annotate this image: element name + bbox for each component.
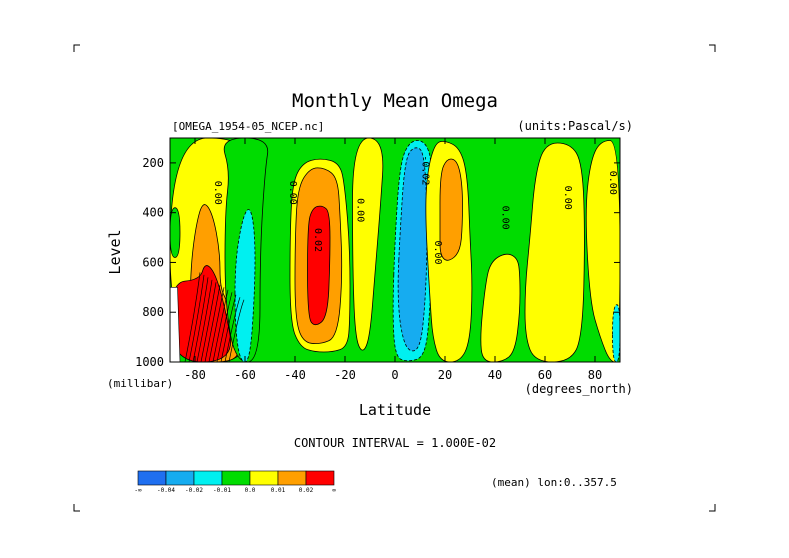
crop-mark-top-right bbox=[709, 44, 716, 52]
x-tick-label-8: 80 bbox=[588, 368, 602, 382]
x-tick-label-1: -60 bbox=[234, 368, 256, 382]
color-legend-swatch-7 bbox=[305, 470, 335, 486]
dense-contour-11 bbox=[224, 297, 241, 362]
plot-area bbox=[170, 138, 620, 362]
color-legend-swatch-6 bbox=[277, 470, 307, 486]
crop-mark-top-left bbox=[73, 44, 80, 52]
contour-interval-note: CONTOUR INTERVAL = 1.000E-02 bbox=[294, 436, 496, 450]
contour-region-9 bbox=[307, 205, 331, 326]
contour-label-1: 0.00 bbox=[212, 181, 223, 205]
dense-contour-6 bbox=[204, 284, 221, 362]
contour-labels: 0.00 0.00 0.00 0.02 -0.02 0.00 0.00 0.00 0.00 bbox=[212, 155, 618, 264]
x-axis-ticks: -80 -60 -40 -20 0 20 40 60 80 bbox=[184, 138, 602, 382]
contour-label-8: 0.00 bbox=[562, 186, 573, 210]
color-legend-swatch-4 bbox=[221, 470, 251, 486]
color-legend-swatch-1 bbox=[137, 470, 167, 486]
color-legend-label-5: 0.0 bbox=[245, 487, 256, 494]
color-legend: -∞ -0.04 -0.02 -0.01 0.0 0.01 0.02 ∞ bbox=[134, 470, 336, 494]
contour-region-2 bbox=[170, 207, 181, 258]
contour-label-3: 0.00 bbox=[355, 198, 366, 222]
y-axis-label: Level bbox=[106, 229, 124, 274]
color-legend-swatch-5 bbox=[249, 470, 279, 486]
y-tick-label-4: 1000 bbox=[135, 355, 164, 369]
color-legend-swatch-2 bbox=[165, 470, 195, 486]
dense-contour-9 bbox=[216, 292, 233, 362]
y-tick-label-3: 800 bbox=[142, 305, 164, 319]
contour-label-9: 0.00 bbox=[607, 171, 618, 195]
crop-mark-bottom-left bbox=[73, 504, 80, 512]
x-tick-label-7: 60 bbox=[538, 368, 552, 382]
x-tick-label-3: -20 bbox=[334, 368, 356, 382]
x-axis-unit: (degrees_north) bbox=[525, 382, 633, 396]
x-tick-label-5: 20 bbox=[438, 368, 452, 382]
x-tick-label-6: 40 bbox=[488, 368, 502, 382]
chart-title: Monthly Mean Omega bbox=[292, 90, 498, 112]
dense-contour-12 bbox=[228, 299, 245, 362]
contour-label-6: 0.00 bbox=[432, 240, 443, 264]
color-legend-swatch-3 bbox=[193, 470, 223, 486]
y-tick-label-1: 400 bbox=[142, 206, 164, 220]
x-tick-label-0: -80 bbox=[184, 368, 206, 382]
dense-contour-1 bbox=[184, 272, 201, 362]
dense-contour-4 bbox=[196, 279, 213, 362]
crop-mark-bottom-right bbox=[709, 504, 716, 512]
contour-region-13 bbox=[397, 147, 428, 352]
contour-field bbox=[170, 138, 620, 362]
color-legend-label-8: ∞ bbox=[332, 487, 336, 494]
contour-region-15 bbox=[439, 158, 463, 261]
contour-label-7: 0.00 bbox=[500, 206, 511, 230]
dense-contour-7 bbox=[208, 287, 225, 362]
dense-contour-5 bbox=[200, 282, 217, 362]
color-legend-label-6: 0.01 bbox=[271, 487, 286, 494]
color-legend-label-7: 0.02 bbox=[299, 487, 314, 494]
contour-region-6 bbox=[234, 209, 256, 362]
x-tick-label-4: 0 bbox=[391, 368, 398, 382]
color-legend-label-1: -∞ bbox=[134, 487, 142, 494]
crop-marks bbox=[73, 44, 716, 512]
y-tick-label-0: 200 bbox=[142, 156, 164, 170]
dense-contour-10 bbox=[220, 294, 237, 362]
x-tick-label-2: -40 bbox=[284, 368, 306, 382]
x-axis-label: Latitude bbox=[359, 401, 431, 419]
contour-label-2: 0.00 bbox=[287, 181, 298, 205]
y-axis-ticks: 200 400 600 800 1000 bbox=[135, 156, 620, 369]
dense-contour-2 bbox=[188, 274, 205, 362]
contour-region-11 bbox=[352, 138, 384, 351]
missing-data-area bbox=[170, 287, 181, 362]
contour-region-19 bbox=[612, 304, 620, 362]
y-axis-unit: (millibar) bbox=[107, 377, 173, 390]
averaging-note: (mean) lon:0..357.5 bbox=[491, 476, 617, 489]
color-legend-label-4: -0.01 bbox=[213, 487, 231, 494]
contour-region-16 bbox=[480, 253, 521, 362]
chart-subtitle-units: (units:Pascal/s) bbox=[517, 119, 633, 133]
dense-contour-3 bbox=[192, 277, 209, 362]
chart-subtitle-file: [OMEGA_1954-05_NCEP.nc] bbox=[172, 120, 324, 133]
contour-label-5: -0.02 bbox=[420, 155, 431, 185]
color-legend-label-2: -0.04 bbox=[157, 487, 175, 494]
dense-contour-8 bbox=[212, 289, 229, 362]
y-tick-label-2: 600 bbox=[142, 255, 164, 269]
color-legend-label-3: -0.02 bbox=[185, 487, 203, 494]
contour-label-4: 0.02 bbox=[312, 228, 323, 252]
